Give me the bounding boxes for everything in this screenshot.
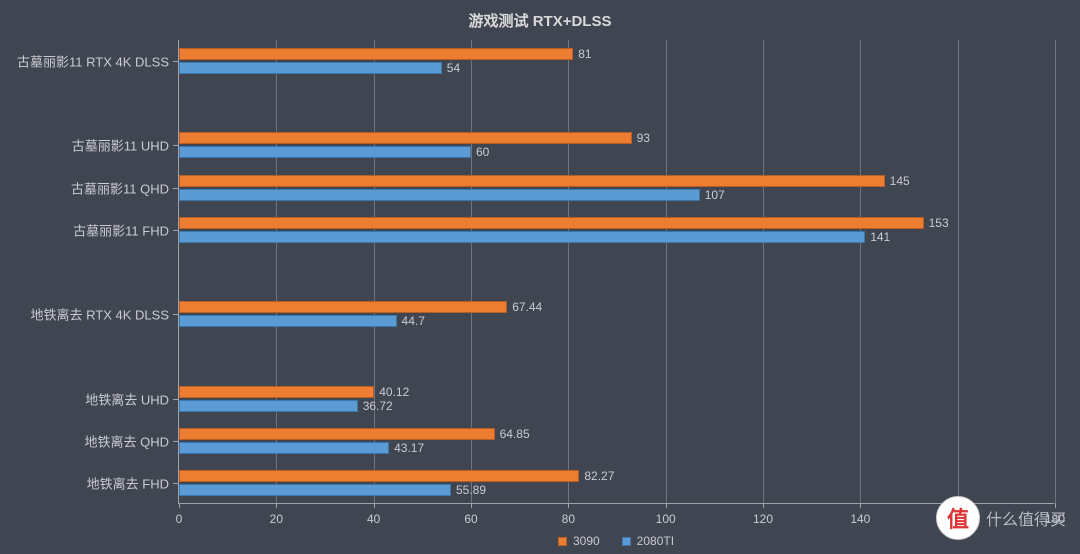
gridline xyxy=(763,40,764,503)
legend: 3090 2080TI xyxy=(178,534,1054,548)
x-tick xyxy=(471,503,472,508)
value-label: 55.89 xyxy=(450,483,486,497)
bar-2080TI: 107 xyxy=(179,189,700,201)
y-axis-label: 地铁离去 UHD xyxy=(85,389,179,408)
x-tick xyxy=(568,503,569,508)
gridline xyxy=(958,40,959,503)
watermark-label: 什么值得买 xyxy=(986,506,1066,530)
bar-3090: 145 xyxy=(179,175,885,187)
value-label: 107 xyxy=(699,188,725,202)
bar-3090: 153 xyxy=(179,217,924,229)
x-tick-label: 80 xyxy=(562,512,575,526)
value-label: 145 xyxy=(884,174,910,188)
bar-3090: 64.85 xyxy=(179,428,495,440)
legend-swatch xyxy=(622,537,631,546)
bar-2080TI: 54 xyxy=(179,62,442,74)
x-tick xyxy=(179,503,180,508)
bar-3090: 67.44 xyxy=(179,301,507,313)
value-label: 93 xyxy=(631,131,650,145)
x-tick xyxy=(666,503,667,508)
value-label: 60 xyxy=(470,145,489,159)
x-tick xyxy=(763,503,764,508)
y-axis-label: 地铁离去 FHD xyxy=(87,473,179,492)
legend-label: 3090 xyxy=(573,534,600,548)
legend-item: 2080TI xyxy=(622,534,674,548)
bar-2080TI: 44.7 xyxy=(179,315,397,327)
legend-swatch xyxy=(558,537,567,546)
legend-item: 3090 xyxy=(558,534,600,548)
value-label: 44.7 xyxy=(396,314,425,328)
x-tick xyxy=(276,503,277,508)
value-label: 153 xyxy=(923,216,949,230)
y-axis-label: 古墓丽影11 QHD xyxy=(71,178,179,197)
x-tick xyxy=(860,503,861,508)
x-tick-label: 20 xyxy=(270,512,283,526)
bar-2080TI: 43.17 xyxy=(179,442,389,454)
bar-3090: 40.12 xyxy=(179,386,374,398)
gridline xyxy=(860,40,861,503)
value-label: 81 xyxy=(572,47,591,61)
bar-3090: 93 xyxy=(179,132,632,144)
value-label: 141 xyxy=(864,230,890,244)
value-label: 64.85 xyxy=(494,427,530,441)
x-tick-label: 60 xyxy=(464,512,477,526)
value-label: 67.44 xyxy=(506,300,542,314)
value-label: 36.72 xyxy=(357,399,393,413)
x-tick-label: 0 xyxy=(176,512,183,526)
watermark-badge: 值 xyxy=(936,496,980,540)
bar-2080TI: 55.89 xyxy=(179,484,451,496)
y-axis-label: 地铁离去 QHD xyxy=(84,431,179,450)
legend-label: 2080TI xyxy=(637,534,674,548)
value-label: 54 xyxy=(441,61,460,75)
y-axis-label: 古墓丽影11 FHD xyxy=(73,220,179,239)
gridline xyxy=(666,40,667,503)
y-axis-label: 古墓丽影11 RTX 4K DLSS xyxy=(17,52,179,71)
x-tick-label: 40 xyxy=(367,512,380,526)
y-axis-label: 地铁离去 RTX 4K DLSS xyxy=(31,305,179,324)
bar-3090: 82.27 xyxy=(179,470,579,482)
bar-2080TI: 60 xyxy=(179,146,471,158)
value-label: 82.27 xyxy=(578,469,614,483)
x-tick-label: 120 xyxy=(753,512,773,526)
watermark: 值 什么值得买 xyxy=(936,496,1066,540)
benchmark-chart: 游戏测试 RTX+DLSS 020406080100120140160180古墓… xyxy=(0,0,1080,554)
gridline xyxy=(1055,40,1056,503)
x-tick-label: 100 xyxy=(656,512,676,526)
bar-2080TI: 36.72 xyxy=(179,400,358,412)
bar-3090: 81 xyxy=(179,48,573,60)
plot-area: 020406080100120140160180古墓丽影11 RTX 4K DL… xyxy=(178,40,1054,504)
value-label: 40.12 xyxy=(373,385,409,399)
x-tick xyxy=(374,503,375,508)
gridline xyxy=(568,40,569,503)
chart-title: 游戏测试 RTX+DLSS xyxy=(0,10,1080,31)
bar-2080TI: 141 xyxy=(179,231,865,243)
y-axis-label: 古墓丽影11 UHD xyxy=(72,136,179,155)
x-tick-label: 140 xyxy=(850,512,870,526)
value-label: 43.17 xyxy=(388,441,424,455)
